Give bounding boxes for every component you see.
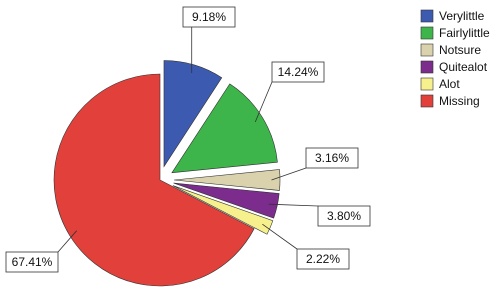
pie-slice xyxy=(171,83,278,174)
label-box xyxy=(271,61,325,83)
pie-slice xyxy=(173,169,281,191)
data-label: 3.16% xyxy=(315,151,349,165)
legend-label: Notsure xyxy=(439,43,481,57)
data-label: 67.41% xyxy=(12,255,53,269)
pie-slice xyxy=(53,73,255,287)
data-label: 14.24% xyxy=(278,65,319,79)
legend-swatch xyxy=(420,9,434,23)
pie-slice xyxy=(173,182,280,219)
leader-line xyxy=(271,167,307,181)
data-label: 3.80% xyxy=(327,209,361,223)
leader-line xyxy=(254,81,273,123)
label-box xyxy=(182,6,236,28)
legend-swatch xyxy=(420,60,434,74)
legend-label: Missing xyxy=(439,94,480,108)
leader-line xyxy=(57,230,77,253)
label-box xyxy=(317,205,371,227)
leader-line xyxy=(268,203,319,207)
legend-swatch xyxy=(420,43,434,57)
legend-label: Alot xyxy=(439,77,460,91)
label-box xyxy=(5,251,59,273)
legend-swatch xyxy=(420,26,434,40)
legend-label: Quitealot xyxy=(439,60,488,74)
data-label: 9.18% xyxy=(192,10,226,24)
legend-label: Verylittle xyxy=(439,9,485,23)
pie-slice xyxy=(172,185,274,235)
legend-label: Fairlylittle xyxy=(439,26,490,40)
legend-swatch xyxy=(420,77,434,91)
leader-line xyxy=(262,223,298,250)
label-box xyxy=(305,147,359,169)
legend-swatch xyxy=(420,94,434,108)
pie-slice xyxy=(163,60,223,168)
label-box xyxy=(296,248,350,270)
data-label: 2.22% xyxy=(306,252,340,266)
